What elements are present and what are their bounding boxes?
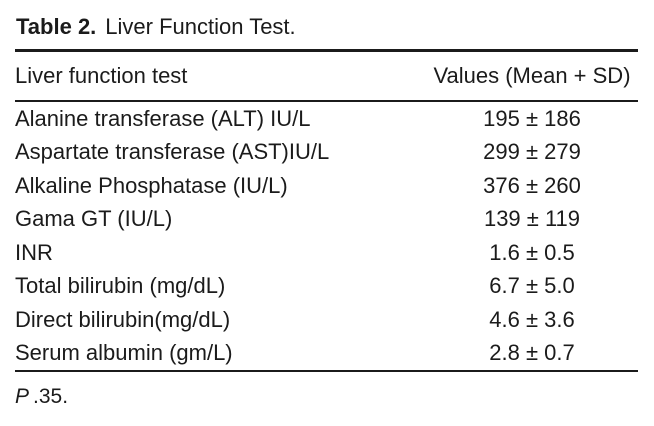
table-rule-bottom — [15, 370, 638, 372]
table-rule-top — [15, 49, 638, 52]
table-caption: Table 2. Liver Function Test. — [15, 10, 638, 49]
cell-value: 139 ± 119 — [483, 206, 581, 232]
table-caption-title: Liver Function Test. — [105, 14, 296, 39]
table-body: Alanine transferase (ALT) IU/L 195 ± 186… — [15, 102, 638, 370]
cell-test-name: Total bilirubin (mg/dL) — [15, 273, 226, 299]
cell-test-name: Gama GT (IU/L) — [15, 206, 173, 232]
table-row: Aspartate transferase (AST)IU/L 299 ± 27… — [15, 136, 638, 170]
table-row: Direct bilirubin(mg/dL) 4.6 ± 3.6 — [15, 303, 638, 337]
cell-value: 6.7 ± 5.0 — [489, 273, 575, 299]
table-row: INR 1.6 ± 0.5 — [15, 236, 638, 270]
cell-value: 4.6 ± 3.6 — [489, 306, 575, 332]
cell-value: 376 ± 260 — [483, 172, 581, 198]
cell-test-name: Serum albumin (gm/L) — [15, 340, 233, 366]
cell-test-name: Direct bilirubin(mg/dL) — [15, 306, 231, 332]
column-header-values: Values (Mean + SD) — [433, 63, 631, 88]
table-row: Total bilirubin (mg/dL) 6.7 ± 5.0 — [15, 270, 638, 304]
table-rule-header — [15, 100, 638, 102]
table-row: Gama GT (IU/L) 139 ± 119 — [15, 203, 638, 237]
table-footnote: P .35. — [15, 385, 638, 409]
footnote-text: .35. — [33, 385, 69, 408]
footnote-p-symbol: P — [15, 385, 30, 408]
column-header-test: Liver function test — [15, 63, 188, 88]
cell-test-name: INR — [15, 239, 53, 265]
cell-test-name: Alkaline Phosphatase (IU/L) — [15, 172, 288, 198]
cell-test-name: Alanine transferase (ALT) IU/L — [15, 105, 311, 131]
table-row: Alkaline Phosphatase (IU/L) 376 ± 260 — [15, 169, 638, 203]
cell-value: 2.8 ± 0.7 — [489, 340, 575, 366]
table-caption-label: Table 2. — [16, 14, 97, 39]
cell-value: 299 ± 279 — [483, 139, 581, 165]
cell-value: 195 ± 186 — [483, 105, 581, 131]
table-row: Alanine transferase (ALT) IU/L 195 ± 186 — [15, 102, 638, 136]
cell-test-name: Aspartate transferase (AST)IU/L — [15, 139, 330, 165]
table-row: Serum albumin (gm/L) 2.8 ± 0.7 — [15, 337, 638, 371]
table-content: Table 2. Liver Function Test. Liver funct… — [15, 10, 638, 409]
cell-value: 1.6 ± 0.5 — [489, 239, 575, 265]
table-header-row: Liver function test Values (Mean + SD) — [15, 52, 638, 100]
